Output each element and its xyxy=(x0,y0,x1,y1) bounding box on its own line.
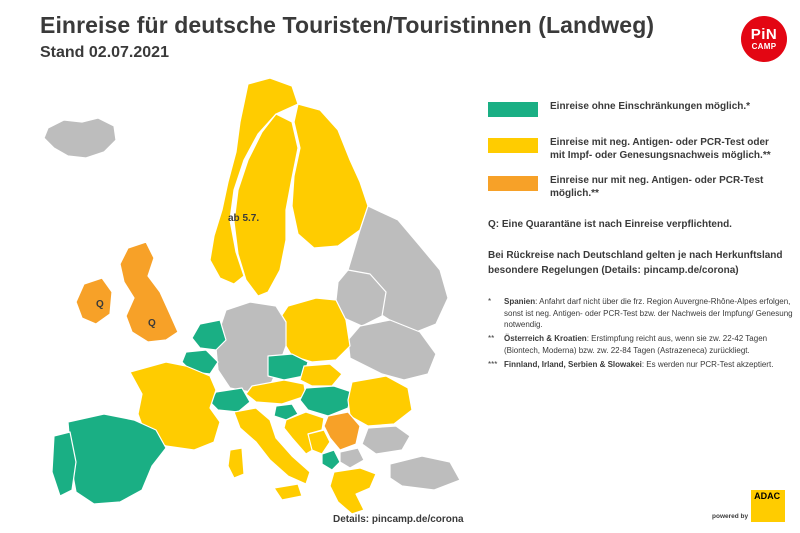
adac-logo[interactable]: ADAC xyxy=(751,490,786,522)
footnote-pcr-only: *** Finnland, Irland, Serbien & Slowakei… xyxy=(488,359,793,371)
footnote-mark: * xyxy=(488,297,492,306)
footnote-spain: * Spanien: Anfahrt darf nicht über die f… xyxy=(488,296,793,331)
country-romania xyxy=(347,375,413,427)
country-italy xyxy=(233,407,311,485)
legend-item-yellow: Einreise mit neg. Antigen- oder PCR-Test… xyxy=(488,136,786,162)
legend-label-orange: Einreise nur mit neg. Antigen- oder PCR-… xyxy=(550,175,764,199)
footnote-body: : Es werden nur PCR-Test akzeptiert. xyxy=(641,360,774,369)
country-poland xyxy=(279,297,351,363)
country-netherlands xyxy=(191,319,227,351)
country-serbia xyxy=(323,411,361,451)
country-sweden xyxy=(233,113,299,297)
page-subtitle: Stand 02.07.2021 xyxy=(40,44,169,61)
country-portugal xyxy=(51,431,77,497)
legend-swatch-yellow xyxy=(488,138,538,153)
footnote-bold: Finnland, Irland, Serbien & Slowakei xyxy=(504,360,642,369)
country-slovakia xyxy=(299,363,343,387)
details-link[interactable]: Details: pincamp.de/corona xyxy=(333,514,464,525)
footnote-bold: Spanien xyxy=(504,297,536,306)
footnote-text: Österreich & Kroatien: Erstimpfung reich… xyxy=(504,333,793,356)
country-united-kingdom xyxy=(119,241,179,343)
country-bosnia xyxy=(307,429,331,455)
logo-text-top: PiN xyxy=(750,26,778,43)
legend-item-green: Einreise ohne Einschränkungen möglich.* xyxy=(488,100,786,117)
europe-map: ab 5.7. Q Q xyxy=(43,77,461,515)
legend-item-orange: Einreise nur mit neg. Antigen- oder PCR-… xyxy=(488,174,786,200)
country-austria xyxy=(245,379,307,405)
legend-swatch-orange xyxy=(488,176,538,191)
country-norway xyxy=(209,77,299,285)
legend-swatch-green xyxy=(488,102,538,117)
country-turkey xyxy=(389,455,461,491)
country-greece xyxy=(329,467,377,515)
ireland-quarantine-label: Q xyxy=(96,299,104,310)
country-germany xyxy=(215,301,287,393)
powered-by-text: powered by xyxy=(712,513,749,520)
country-sardinia xyxy=(227,447,245,479)
footnote-text: Finnland, Irland, Serbien & Slowakei: Es… xyxy=(504,359,793,371)
logo-text-bottom: CAMP xyxy=(751,42,777,51)
country-bulgaria xyxy=(361,425,411,455)
country-sicily xyxy=(273,483,303,501)
footnote-austria-croatia: ** Österreich & Kroatien: Erstimpfung re… xyxy=(488,333,793,356)
pincamp-logo[interactable]: PiN CAMP xyxy=(741,16,787,62)
footnote-mark: ** xyxy=(488,334,495,343)
country-north-macedonia xyxy=(339,447,365,469)
country-spain xyxy=(67,413,167,505)
footnote-bold: Österreich & Kroatien xyxy=(504,334,587,343)
page-title: Einreise für deutsche Touristen/Touristi… xyxy=(40,12,655,38)
footnote-mark: *** xyxy=(488,360,498,369)
sweden-note-label: ab 5.7. xyxy=(228,213,259,224)
country-finland xyxy=(291,103,369,249)
return-note: Bei Rückreise nach Deutschland gelten je… xyxy=(488,250,783,276)
country-ireland xyxy=(75,277,113,325)
legend-label-yellow: Einreise mit neg. Antigen- oder PCR-Test… xyxy=(550,137,771,161)
country-iceland xyxy=(43,117,117,159)
uk-quarantine-label: Q xyxy=(148,318,156,329)
quarantine-note: Q: Eine Quarantäne ist nach Einreise ver… xyxy=(488,219,732,230)
country-hungary xyxy=(299,385,353,417)
country-montenegro xyxy=(321,449,341,471)
powered-by: powered by ADAC xyxy=(712,490,786,522)
country-ukraine xyxy=(347,319,437,381)
footnote-body: : Anfahrt darf nicht über die frz. Regio… xyxy=(504,297,793,329)
footnote-text: Spanien: Anfahrt darf nicht über die frz… xyxy=(504,296,793,331)
footnote-body: : Erstimpfung reicht aus, wenn sie zw. 2… xyxy=(504,334,768,355)
legend-label-green: Einreise ohne Einschränkungen möglich.* xyxy=(550,101,751,112)
